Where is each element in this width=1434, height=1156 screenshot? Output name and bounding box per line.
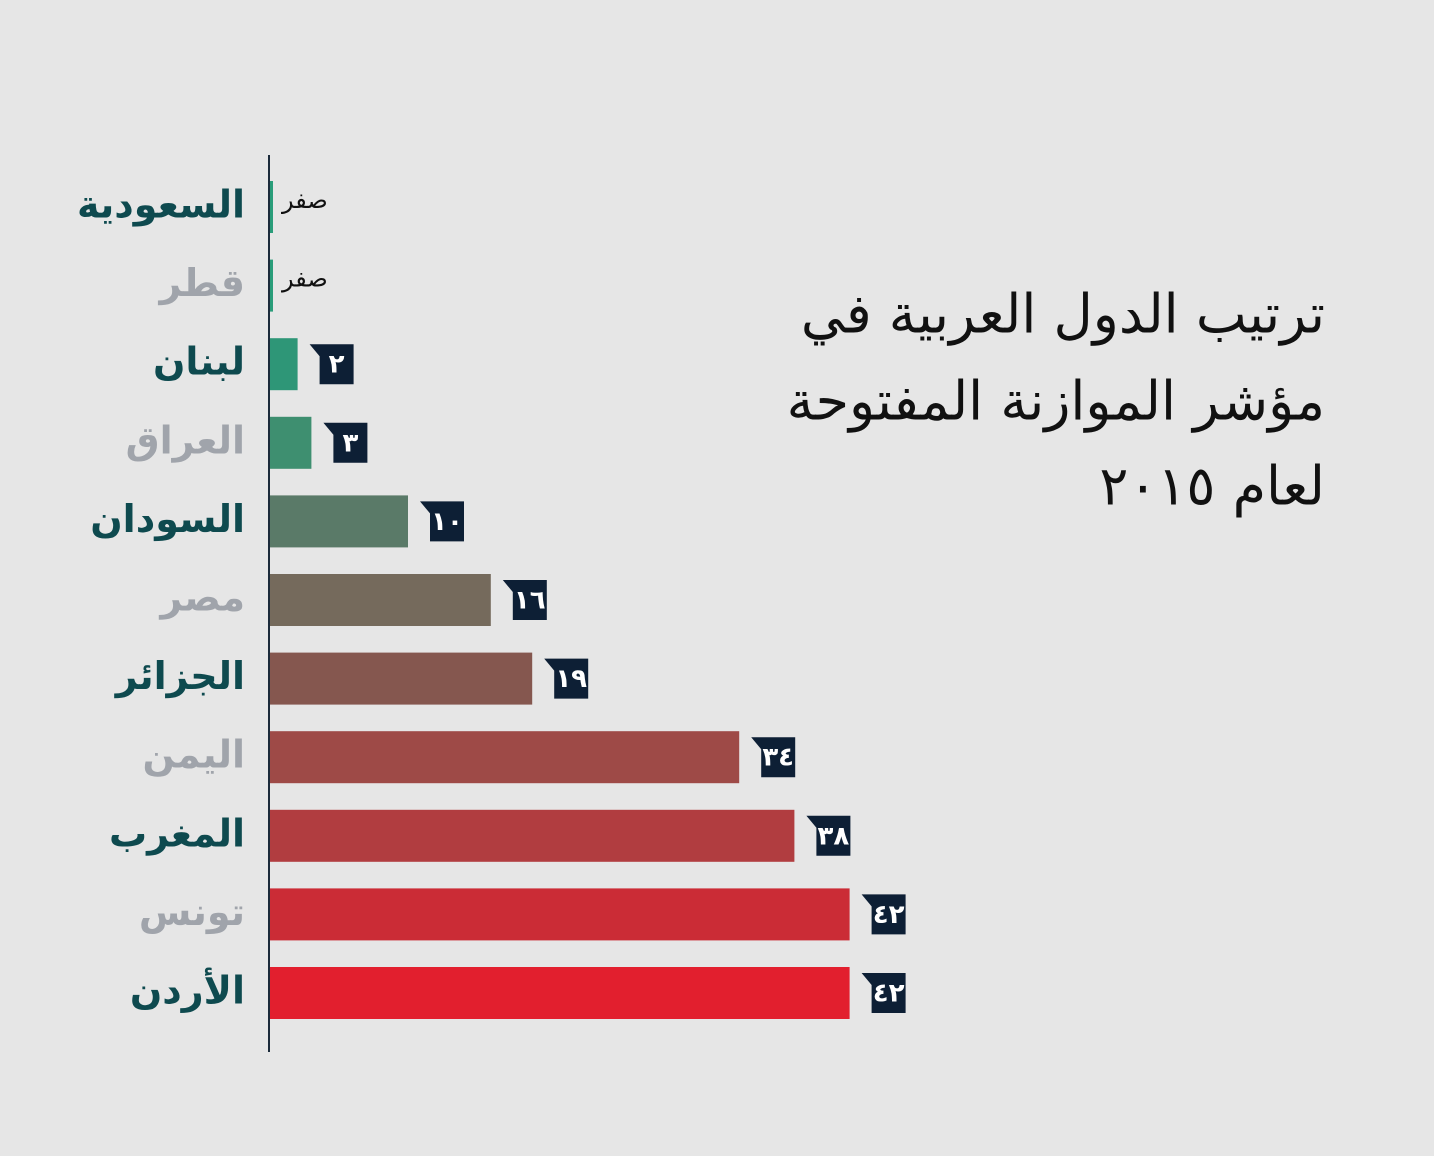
value-label: صفر [281,186,328,214]
bar [270,416,312,469]
bar [270,574,491,626]
category-label: المغرب [109,811,245,855]
bar [270,809,795,862]
chart-title: ترتيب الدول العربية في [801,283,1325,346]
category-label: مصر [158,576,245,620]
value-label-box [861,973,906,1013]
category-label: العراق [126,418,245,462]
value-label: ٣٤ [762,743,794,773]
value-label: ٤٢ [873,900,905,930]
value-label-box [502,580,547,620]
category-label: السودان [90,497,245,541]
bar [270,967,850,1019]
value-label: ٤٢ [873,979,905,1009]
value-label-box [420,501,464,542]
value-label: ١٠ [431,507,463,537]
bar [270,338,298,391]
category-label: الجزائر [114,654,245,698]
bar [270,259,273,312]
chart-title: لعام ٢٠١٥ [1099,455,1325,518]
value-label-box [309,344,354,385]
bar [270,731,740,784]
value-label: ٢ [329,350,345,380]
value-label: صفر [281,265,328,293]
value-label-box [751,737,796,778]
value-label: ٣٨ [818,821,850,851]
chart-title: مؤشر الموازنة المفتوحة [787,370,1325,433]
bar [270,652,533,705]
value-label: ٣ [342,428,358,458]
category-label: الأردن [130,967,245,1013]
value-label-box [861,894,906,935]
category-label: اليمن [143,733,245,777]
category-label: لبنان [153,340,245,384]
value-label-box [323,422,368,463]
bar [270,888,850,941]
bar [270,495,408,548]
category-label: قطر [157,261,245,305]
value-label-box [544,658,589,699]
value-label: ١٦ [514,586,546,616]
category-label: السعودية [77,183,245,227]
value-label: ١٩ [555,664,587,694]
bar [270,181,273,233]
category-label: تونس [139,890,245,934]
value-label-box [806,815,851,856]
